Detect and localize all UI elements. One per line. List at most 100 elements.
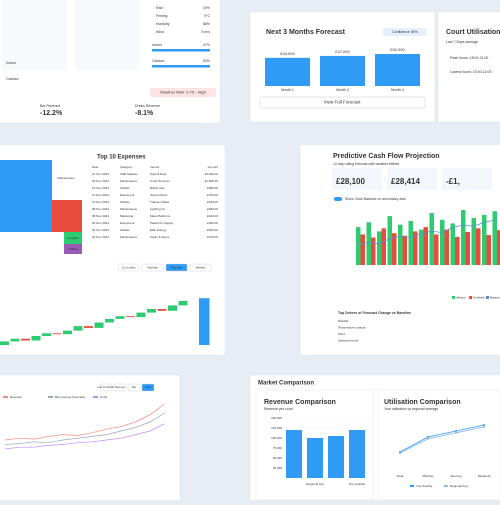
label: 20% xyxy=(203,6,210,10)
label: Marketing xyxy=(120,214,134,218)
legend-swatch xyxy=(93,396,98,398)
label: Humidity xyxy=(156,22,170,26)
label: 125,000 xyxy=(271,426,282,430)
label: Utilisation Comparison xyxy=(384,399,461,406)
label: 03 Nov 2024 xyxy=(92,221,109,225)
label: 68% xyxy=(203,22,210,26)
label: Top Drivers of Forecast Change vs Baseli… xyxy=(338,311,411,315)
trend-panel xyxy=(0,374,181,505)
label: 12 Nov 2024 xyxy=(92,193,109,197)
inflow-bar xyxy=(398,224,403,265)
label: 50,000 xyxy=(273,456,283,460)
label: Maintenance xyxy=(120,207,138,211)
label: Supplies xyxy=(67,236,79,240)
label: Revenue xyxy=(10,395,22,399)
button[interactable] xyxy=(259,96,426,109)
label: £760.00 xyxy=(207,193,218,197)
label: Last 7 Days average xyxy=(446,40,478,44)
label: -12.2% xyxy=(40,110,63,117)
label: Wind xyxy=(156,30,164,34)
util-line xyxy=(399,424,485,453)
label: 12 months xyxy=(121,265,136,269)
inflow-bar xyxy=(492,211,497,265)
inflow-bar xyxy=(471,217,476,265)
control[interactable] xyxy=(165,263,188,272)
control[interactable] xyxy=(141,263,164,272)
split-label: Indoor xyxy=(6,61,17,65)
waterfall-bar xyxy=(73,326,83,331)
waterfall-bar xyxy=(52,333,62,335)
inflow-bar xyxy=(482,214,487,265)
waterfall-bar xyxy=(10,338,20,342)
label: Meta Platforms xyxy=(150,214,171,218)
inflow-bar xyxy=(440,219,445,265)
util-point xyxy=(483,425,485,428)
split-label: Outdoor xyxy=(6,77,19,81)
toggle[interactable] xyxy=(334,197,342,201)
waterfall-bar xyxy=(136,312,146,318)
control[interactable] xyxy=(127,383,141,392)
outflow-bar xyxy=(444,229,449,265)
label: 05 Nov 2024 xyxy=(92,214,109,218)
trend-line xyxy=(4,423,165,450)
label: Confidence 85% xyxy=(392,30,418,34)
inflow-bar xyxy=(377,231,382,265)
label: Category xyxy=(120,165,133,169)
control[interactable] xyxy=(189,263,212,272)
label: British Gas xyxy=(150,186,165,190)
bar-track xyxy=(152,49,210,52)
label: 9°C xyxy=(204,14,210,18)
label: Payroll Dept xyxy=(150,172,167,176)
label: Month 2 xyxy=(336,88,349,92)
label: Top 10 Expenses xyxy=(97,155,146,161)
label: Evening xyxy=(451,474,462,478)
util-point xyxy=(455,430,457,432)
inflow-bar xyxy=(429,213,434,265)
control[interactable] xyxy=(117,263,140,272)
label: Mid Day xyxy=(422,474,434,478)
util-point xyxy=(427,436,429,438)
waterfall-bar xyxy=(94,322,104,328)
label: 02 Nov 2024 xyxy=(92,228,109,232)
control[interactable] xyxy=(141,383,155,392)
legend-swatch xyxy=(48,396,53,398)
label: Regional Avg xyxy=(450,484,468,488)
revenue-bar xyxy=(307,438,323,478)
waterfall-bar xyxy=(0,341,9,345)
label: 47% xyxy=(203,43,210,47)
label: 5 m/s xyxy=(201,30,210,34)
label: Peak hours: 18:00-21:00 xyxy=(450,56,488,60)
label: Regional Avg xyxy=(306,482,324,486)
label: Lowest hours: 10:00-12:00 xyxy=(450,70,491,74)
forecast-bar xyxy=(320,55,365,86)
outflow-bar xyxy=(476,228,481,265)
control[interactable] xyxy=(99,383,113,392)
outflow-bar xyxy=(455,236,460,265)
outflow-bar xyxy=(497,230,500,265)
label: Utilities xyxy=(68,247,78,251)
label: Court Services xyxy=(150,179,170,183)
label: Show Cash Balance on secondary axis xyxy=(345,197,406,201)
card xyxy=(2,0,67,70)
label: Outflows xyxy=(473,295,485,299)
label: Month 3 xyxy=(391,88,404,92)
treemap-cell xyxy=(64,232,82,244)
inflow-bar xyxy=(408,221,413,265)
label: 53% xyxy=(203,59,210,63)
label: Utilities xyxy=(120,228,130,232)
waterfall-bar xyxy=(157,309,167,311)
inflow-bar xyxy=(461,210,466,265)
label: Wind xyxy=(338,332,345,336)
outflow-bar xyxy=(465,232,470,265)
label: 12-day rolling forecast with weather eff… xyxy=(333,162,400,166)
waterfall-bar xyxy=(147,309,156,313)
control[interactable] xyxy=(113,383,127,392)
label: Maintenance xyxy=(57,176,75,180)
legend-swatch xyxy=(444,485,448,487)
label: Temperature change xyxy=(338,325,366,329)
legend-swatch xyxy=(469,296,472,299)
label: 21 Nov 2024 xyxy=(92,172,109,176)
label: Court xyxy=(100,395,108,399)
trend-line xyxy=(4,403,165,441)
